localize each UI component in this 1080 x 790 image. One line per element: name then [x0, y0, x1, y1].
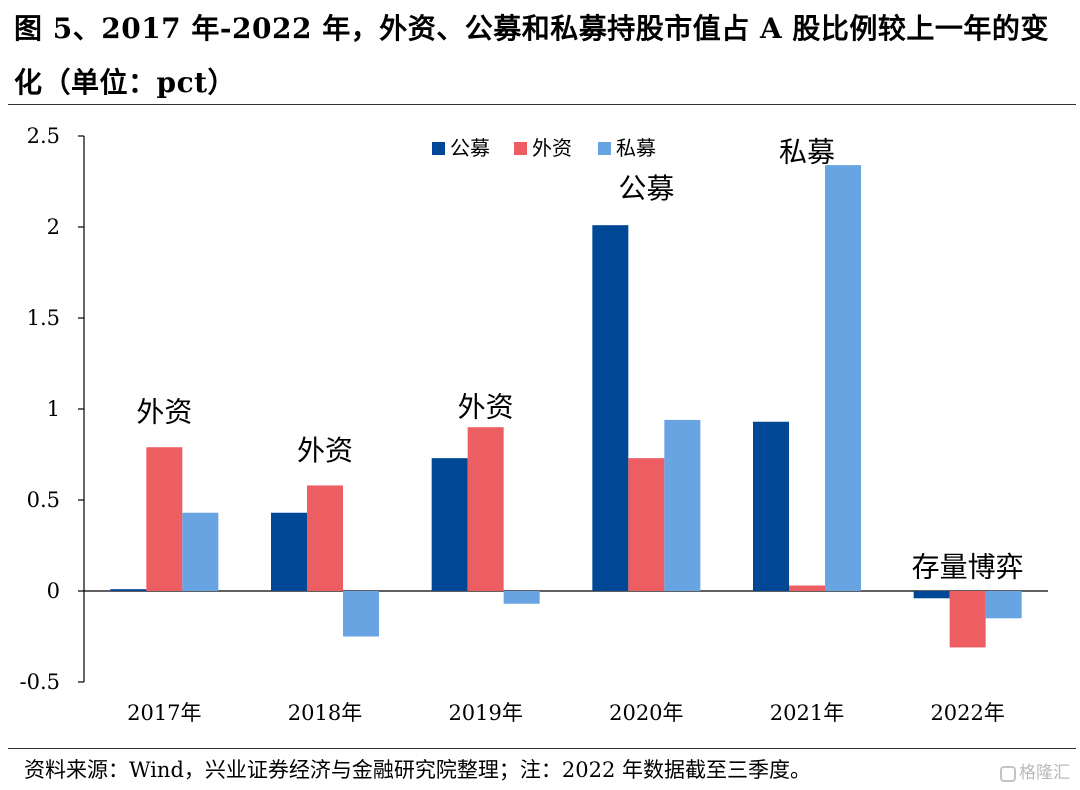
x-tick-label: 2021年	[770, 701, 844, 725]
annotation-label: 外资	[136, 396, 192, 429]
y-tick-label: 1.5	[27, 306, 60, 330]
bar-外资-2021年	[789, 585, 825, 591]
annotation-label: 外资	[297, 434, 353, 467]
annotation-label: 存量博弈	[912, 550, 1024, 583]
legend-label: 私募	[616, 136, 656, 160]
bar-外资-2018年	[307, 485, 343, 591]
bar-外资-2020年	[628, 458, 665, 591]
bar-私募-2018年	[343, 591, 379, 637]
y-tick-label: -0.5	[20, 670, 61, 694]
y-tick-label: 0	[47, 579, 60, 603]
watermark: 格隆汇	[1000, 758, 1070, 783]
bar-公募-2017年	[110, 589, 147, 591]
source-note: 资料来源：Wind，兴业证券经济与金融研究院整理；注：2022 年数据截至三季度…	[24, 758, 812, 782]
bar-外资-2019年	[467, 427, 504, 591]
legend-swatch	[598, 142, 611, 155]
x-tick-label: 2019年	[448, 701, 522, 725]
watermark-text: 格隆汇	[1019, 763, 1070, 783]
bar-公募-2018年	[271, 512, 307, 591]
bar-私募-2020年	[664, 419, 701, 591]
annotation-label: 外资	[458, 390, 514, 423]
bar-私募-2022年	[985, 591, 1022, 619]
x-tick-label: 2017年	[127, 701, 201, 725]
bar-外资-2022年	[949, 591, 986, 648]
bar-私募-2021年	[825, 165, 861, 591]
watermark-logo-icon	[1000, 766, 1016, 782]
legend-swatch	[432, 142, 445, 155]
y-tick-label: 2.5	[27, 124, 60, 148]
annotation-label: 公募	[618, 172, 674, 205]
bar-私募-2019年	[503, 591, 540, 604]
bar-公募-2021年	[753, 421, 789, 591]
footer-divider	[8, 748, 1076, 749]
bar-公募-2022年	[913, 591, 950, 599]
y-tick-label: 0.5	[27, 488, 60, 512]
legend-label: 公募	[450, 136, 490, 160]
bar-私募-2017年	[182, 512, 219, 591]
x-tick-label: 2020年	[609, 701, 683, 725]
figure-title: 图 5、2017 年-2022 年，外资、公募和私募持股市值占 A 股比例较上一…	[14, 12, 1049, 99]
y-tick-label: 2	[47, 215, 60, 239]
bar-公募-2020年	[592, 225, 629, 591]
bar-chart: -0.5 0 0.5 1 1.5 2 2.5 2017年 2018年 2019年 2020年 2021…	[20, 124, 1048, 725]
x-tick-label: 2018年	[288, 701, 362, 725]
legend-swatch	[514, 142, 527, 155]
bar-公募-2019年	[431, 458, 468, 591]
x-tick-label: 2022年	[930, 701, 1004, 725]
title-divider	[8, 104, 1076, 105]
y-tick-label: 1	[47, 397, 60, 421]
annotation-label: 私募	[779, 135, 835, 168]
legend-label: 外资	[532, 136, 572, 160]
bar-外资-2017年	[146, 447, 183, 591]
